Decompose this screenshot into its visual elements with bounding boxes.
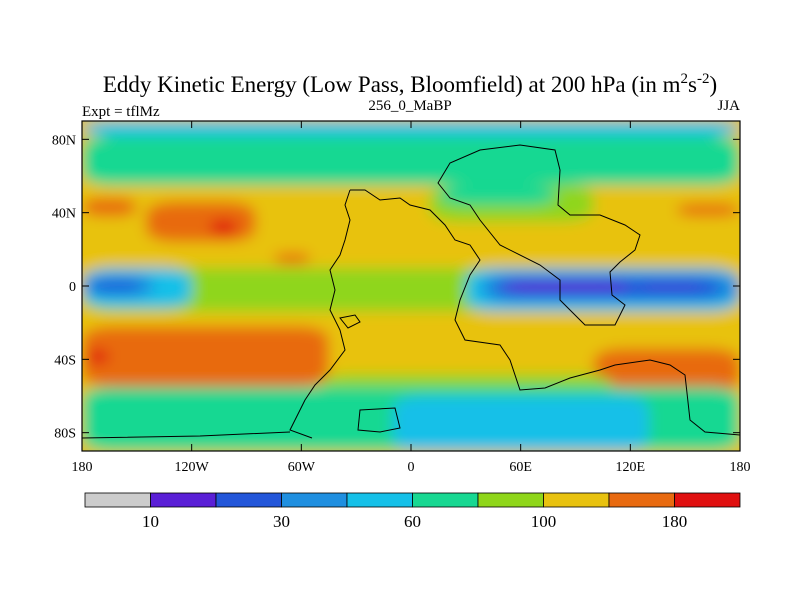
- eddy-kinetic-energy-field: [62, 101, 760, 471]
- colorbar-label: 180: [662, 512, 688, 531]
- colorbar-label: 10: [142, 512, 159, 531]
- field-region-jet-south-core: [86, 350, 110, 363]
- center-subtitle: 256_0_MaBP: [368, 98, 451, 114]
- x-tick-label: 120E: [616, 460, 646, 475]
- field-region-jet-north-central: [146, 202, 256, 242]
- colorbar-swatch: [544, 493, 610, 507]
- x-tick-label: 180: [72, 460, 93, 475]
- colorbar-swatch: [216, 493, 282, 507]
- field-region-tropic-west-deep: [91, 281, 140, 292]
- chart-title: Eddy Kinetic Energy (Low Pass, Bloomfiel…: [103, 71, 717, 97]
- colorbar-swatch: [675, 493, 741, 507]
- colorbar-swatch: [413, 493, 479, 507]
- y-tick-label: 0: [69, 280, 76, 295]
- y-tick-label: 80S: [54, 427, 76, 442]
- colorbar-swatch: [282, 493, 348, 507]
- field-region-jet-south-east: [594, 348, 740, 392]
- colorbar-swatch: [609, 493, 675, 507]
- field-region-band-70N: [82, 136, 740, 186]
- field-region-jet-north-east: [676, 204, 740, 217]
- colorbar-swatch: [347, 493, 413, 507]
- colorbar-swatch: [85, 493, 151, 507]
- field-region-teal-north-east: [438, 185, 557, 205]
- field-region-jet-north-core: [210, 220, 237, 235]
- colorbar: 10 30 60 100 180: [85, 493, 740, 531]
- field-region-south-cyan: [393, 396, 649, 451]
- colorbar-swatch: [478, 493, 544, 507]
- colorbar-label: 30: [273, 512, 290, 531]
- y-tick-label: 80N: [52, 133, 76, 148]
- chart-figure: Eddy Kinetic Energy (Low Pass, Bloomfiel…: [0, 0, 800, 600]
- colorbar-swatch: [151, 493, 217, 507]
- colorbar-label: 60: [404, 512, 421, 531]
- field-region-jet-north-small: [274, 253, 311, 264]
- right-subtitle: JJA: [717, 98, 740, 114]
- x-tick-label: 60E: [509, 460, 532, 475]
- y-tick-label: 40N: [52, 207, 76, 222]
- x-tick-label: 180: [730, 460, 751, 475]
- field-region-jet-south-west: [82, 326, 329, 387]
- field-region-tropic-east-core2: [639, 284, 703, 288]
- x-tick-label: 120W: [175, 460, 210, 475]
- x-tick-label: 0: [408, 460, 415, 475]
- field-region-jet-north-west: [82, 198, 137, 216]
- colorbar-label: 100: [531, 512, 557, 531]
- x-tick-label: 60W: [288, 460, 316, 475]
- left-subtitle: Expt = tflMz: [82, 104, 160, 120]
- y-tick-label: 40S: [54, 353, 76, 368]
